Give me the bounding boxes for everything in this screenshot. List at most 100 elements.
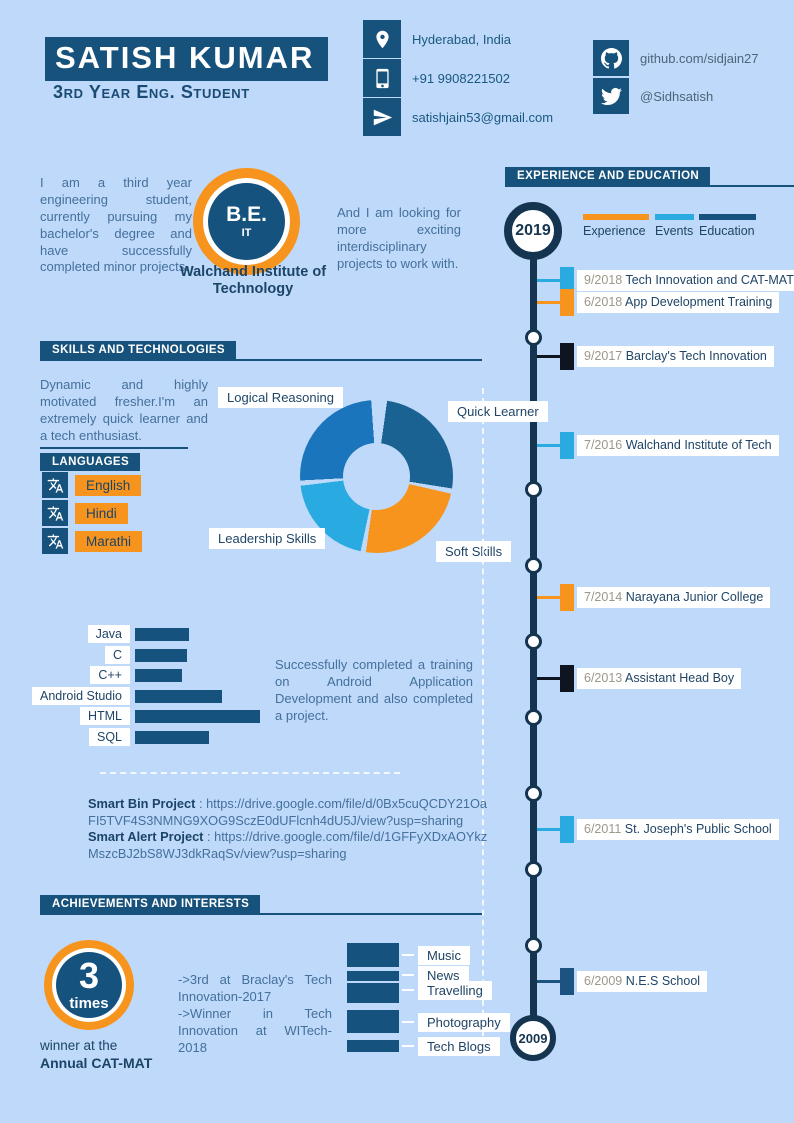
- award-badge: 3 times: [56, 952, 122, 1018]
- interest-block-news: [347, 971, 399, 981]
- divider-line: [40, 447, 188, 449]
- projects-block: Smart Bin Project : https://drive.google…: [88, 796, 492, 863]
- timeline-node: [525, 633, 542, 650]
- bar-label-c: C: [104, 646, 130, 664]
- project-line: Smart Alert Project : https://drive.goog…: [88, 829, 492, 862]
- project-separator: :: [195, 796, 207, 811]
- legend-swatch-education: [699, 214, 756, 220]
- entry-marker: [560, 968, 574, 995]
- contact-row-phone: +91 9908221502: [363, 59, 510, 97]
- timeline-node: [525, 861, 542, 878]
- degree-branch: IT: [241, 227, 252, 239]
- phone-text: +91 9908221502: [412, 70, 510, 86]
- contact-row-location: Hyderabad, India: [363, 20, 511, 58]
- entry-connector: [537, 980, 561, 983]
- interest-label-news: News: [418, 966, 469, 985]
- location-pin-icon: [363, 20, 401, 58]
- section-title-experience: EXPERIENCE AND EDUCATION: [505, 167, 711, 185]
- dashed-divider-horizontal: [100, 772, 400, 774]
- donut-label-soft-skills: Soft Skills: [436, 541, 512, 562]
- section-header-languages: LANGUAGES: [40, 452, 141, 471]
- entry-date: 6/2013: [584, 671, 623, 685]
- translate-icon: [42, 528, 68, 554]
- section-title-achievements: ACHIEVEMENTS AND INTERESTS: [40, 895, 261, 913]
- email-link[interactable]: satishjain53@gmail.com: [412, 109, 554, 125]
- institute-name: Walchand Institute of Technology: [179, 264, 327, 298]
- android-training-note: Successfully completed a training on And…: [275, 657, 473, 723]
- twitter-icon: [593, 78, 629, 114]
- legend-swatch-events: [655, 214, 694, 220]
- interest-connector: [402, 989, 414, 991]
- donut-label-quick-learner: Quick Learner: [448, 401, 548, 422]
- entry-connector: [537, 596, 561, 599]
- about-right-text: And I am looking for more exciting inter…: [337, 205, 461, 271]
- bar-label-android-studio: Android Studio: [31, 687, 130, 705]
- entry-connector: [537, 355, 561, 358]
- project-url[interactable]: https://drive.google.com/file/d/1GFFyXDx…: [88, 829, 488, 861]
- entry-connector: [537, 444, 561, 447]
- section-header-experience: EXPERIENCE AND EDUCATION: [505, 166, 794, 187]
- language-row: Marathi: [42, 528, 143, 554]
- twitter-link[interactable]: @Sidhsatish: [640, 88, 714, 104]
- entry-title: Walchand Institute of Tech: [625, 438, 772, 452]
- entry-marker: [560, 665, 574, 692]
- interest-block-photography: [347, 1010, 399, 1033]
- entry-title: App Development Training: [625, 295, 773, 309]
- github-link[interactable]: github.com/sidjain27: [640, 50, 759, 66]
- degree-badge: B.E. IT: [208, 183, 285, 260]
- interest-block-music: [347, 943, 399, 967]
- translate-icon: [42, 472, 68, 498]
- interest-label-tech-blogs: Tech Blogs: [418, 1037, 500, 1056]
- interest-connector: [402, 954, 414, 956]
- project-name: Smart Alert Project: [88, 829, 204, 845]
- bar-label-cpp: C++: [90, 666, 130, 684]
- badge-unit: times: [69, 995, 109, 1012]
- timeline-node: [525, 937, 542, 954]
- entry-date: 7/2014: [584, 590, 623, 604]
- entry-title: Barclay's Tech Innovation: [625, 349, 767, 363]
- skill-bar: [135, 649, 187, 662]
- entry-date: 6/2018: [584, 295, 623, 309]
- project-separator: :: [203, 829, 215, 845]
- language-row: English: [42, 472, 142, 498]
- badge-caption-line2: Annual CAT-MAT: [40, 1055, 153, 1071]
- language-label: Marathi: [75, 530, 143, 552]
- year-circle-2019: 2019: [504, 202, 562, 260]
- entry-title: Tech Innovation and CAT-MAT: [625, 273, 794, 287]
- skill-bar: [135, 628, 189, 641]
- entry-connector: [537, 279, 561, 282]
- entry-marker: [560, 289, 574, 316]
- entry-date: 6/2011: [584, 822, 622, 836]
- section-header-skills: SKILLS AND TECHNOLOGIES: [40, 340, 482, 361]
- end-year-label: 2009: [518, 1030, 548, 1046]
- start-year-label: 2019: [515, 222, 551, 239]
- degree-title: B.E.: [226, 203, 267, 226]
- project-url[interactable]: https://drive.google.com/file/d/0Bx5cuQC…: [88, 796, 488, 828]
- entry-marker: [560, 343, 574, 370]
- achievement-notes: ->3rd at Braclay's Tech Innovation-2017 …: [178, 972, 332, 1056]
- timeline-node: [525, 329, 542, 346]
- entry-connector: [537, 677, 561, 680]
- entry-marker: [560, 816, 574, 843]
- name-banner: SATISH KUMAR: [45, 37, 329, 81]
- entry-title: Narayana Junior College: [625, 590, 764, 604]
- legend-label-experience: Experience: [583, 224, 646, 238]
- donut-label-leadership-skills: Leadership Skills: [209, 528, 326, 549]
- entry-date: 7/2016: [584, 438, 623, 452]
- section-title-languages: LANGUAGES: [40, 453, 141, 471]
- entry-date: 9/2017: [584, 349, 623, 363]
- translate-icon: [42, 500, 68, 526]
- social-row-github: github.com/sidjain27: [593, 40, 759, 76]
- skill-bar: [135, 731, 209, 744]
- interest-label-music: Music: [418, 946, 470, 965]
- entry-title: N.E.S School: [625, 974, 701, 988]
- legend-label-education: Education: [699, 224, 755, 238]
- interest-connector: [402, 1021, 414, 1023]
- interest-block-travelling: [347, 983, 399, 1003]
- person-name: SATISH KUMAR: [55, 40, 315, 75]
- section-header-achievements: ACHIEVEMENTS AND INTERESTS: [40, 894, 482, 915]
- interest-connector: [402, 974, 414, 976]
- interest-label-travelling: Travelling: [418, 981, 492, 1000]
- entry-marker: [560, 584, 574, 611]
